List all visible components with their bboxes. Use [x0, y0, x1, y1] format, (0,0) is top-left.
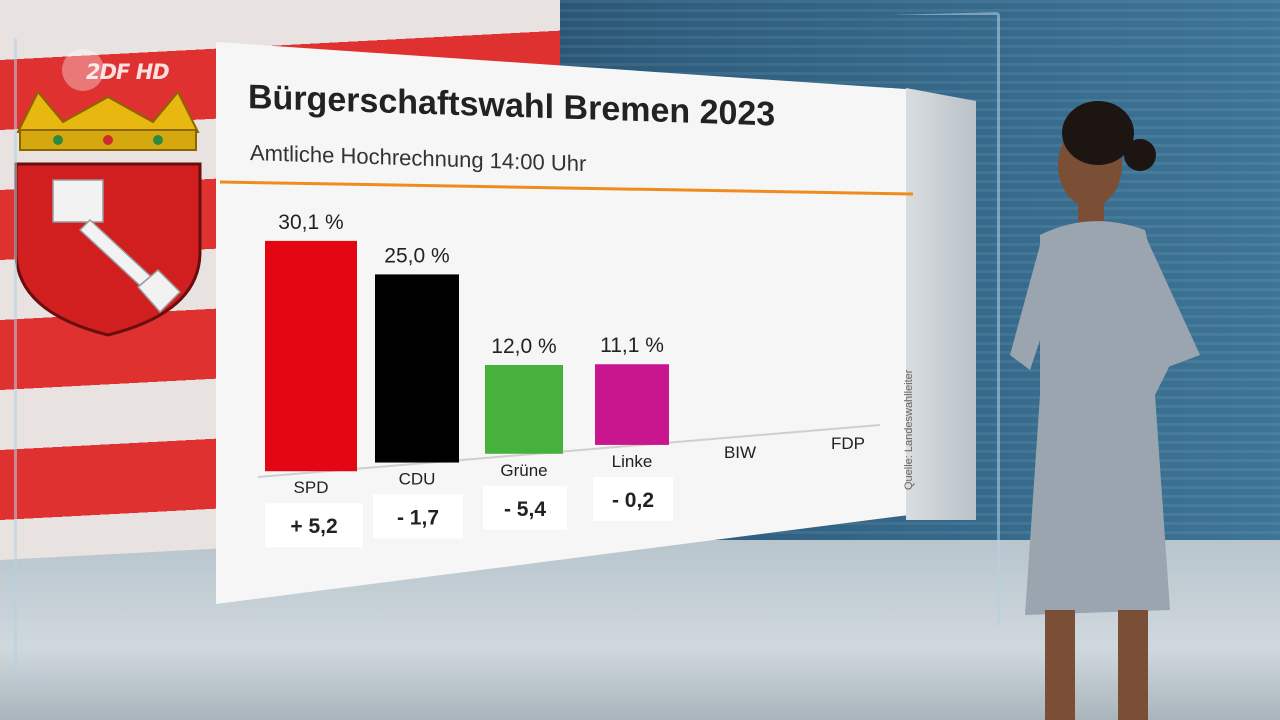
change-box-spd [265, 503, 363, 548]
category-label-linke: Linke [612, 452, 653, 471]
bar-cdu [375, 274, 459, 463]
change-label-cdu: - 1,7 [397, 507, 439, 530]
crown-icon [16, 92, 200, 151]
presenter-figure [1010, 101, 1200, 720]
change-box-cdu [373, 494, 463, 539]
bremen-coat-of-arms-icon [14, 92, 202, 337]
broadcaster-logo: 2DF HD [86, 60, 170, 84]
source-note: Quelle: Landeswahlleiter [903, 369, 915, 490]
category-label-cdu: CDU [399, 470, 436, 489]
header-accent-line [219, 180, 914, 196]
broadcaster-logo-mark [62, 49, 104, 91]
category-label-biw: BIW [724, 443, 756, 462]
bar-grüne [485, 365, 563, 454]
value-label-cdu: 25,0 % [384, 244, 449, 267]
bar-spd [265, 240, 357, 472]
change-box-grüne [483, 485, 567, 530]
change-box-linke [593, 476, 673, 521]
x-axis-line [257, 424, 881, 478]
change-label-spd: + 5,2 [290, 515, 337, 538]
category-label-spd: SPD [294, 478, 329, 497]
change-label-grüne: - 5,4 [504, 498, 546, 521]
key-icon [52, 179, 182, 314]
chart-board-edge [906, 88, 976, 520]
change-label-linke: - 0,2 [612, 489, 654, 512]
value-label-grüne: 12,0 % [491, 335, 556, 358]
value-label-linke: 11,1 % [600, 334, 664, 357]
category-label-grüne: Grüne [500, 461, 547, 480]
category-label-fdp: FDP [831, 434, 865, 453]
bar-linke [595, 364, 669, 445]
value-label-spd: 30,1 % [278, 211, 343, 234]
